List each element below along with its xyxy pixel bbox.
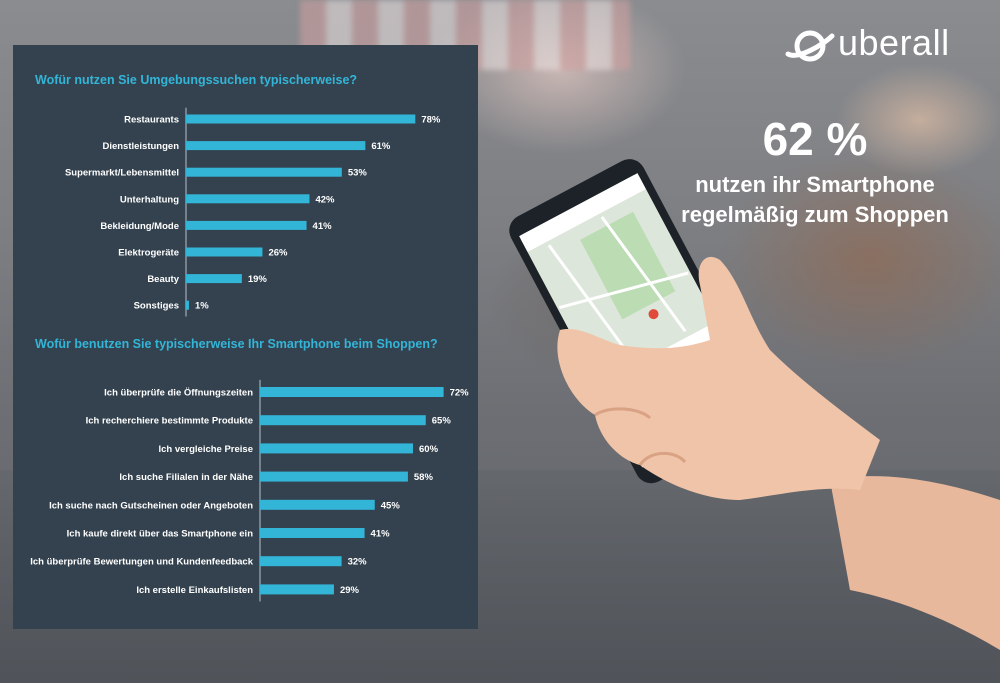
chart-1-value-label: 41% — [313, 221, 333, 232]
chart-1-category-label: Beauty — [147, 274, 179, 285]
chart-1-category-label: Dienstleistungen — [102, 141, 179, 152]
chart-1-bar — [186, 141, 366, 151]
chart-2-bar — [260, 499, 375, 510]
chart-1-bar — [186, 114, 416, 124]
chart-2-value-label: 29% — [340, 585, 360, 596]
chart-2-value-label: 45% — [381, 500, 401, 511]
chart-1-bar — [186, 194, 310, 204]
chart-1-value-label: 53% — [348, 168, 368, 179]
headline-stat: 62 % — [762, 113, 868, 165]
headline-line-2: regelmäßig zum Shoppen — [681, 202, 949, 227]
chart-2-category-label: Ich überprüfe Bewertungen und Kundenfeed… — [30, 557, 253, 568]
chart-2-value-label: 60% — [419, 444, 439, 455]
chart-1-value-label: 26% — [268, 248, 288, 259]
chart-1-category-label: Elektrogeräte — [118, 248, 179, 259]
chart-1-category-label: Sonstiges — [134, 301, 179, 312]
hand-holding-phone-illustration — [509, 159, 1000, 650]
chart-1-category-label: Restaurants — [124, 115, 179, 126]
chart-1-bar — [186, 300, 189, 310]
chart-2-value-label: 58% — [414, 472, 434, 483]
uberall-logo-icon — [785, 30, 835, 62]
chart-1-category-label: Bekleidung/Mode — [100, 221, 179, 232]
chart-1-category-label: Supermarkt/Lebensmittel — [65, 168, 179, 179]
chart-2-bar — [260, 556, 342, 567]
chart-1-value-label: 78% — [421, 115, 441, 126]
chart-2-category-label: Ich recherchiere bestimmte Produkte — [86, 416, 253, 427]
chart-2-bar — [260, 471, 408, 482]
chart-1-bar — [186, 220, 307, 230]
chart-2-bar — [260, 584, 334, 595]
chart-2-category-label: Ich suche nach Gutscheinen oder Angebote… — [49, 500, 253, 511]
chart-1-bar — [186, 274, 242, 284]
chart-2-category-label: Ich vergleiche Preise — [158, 444, 253, 455]
chart-2-title: Wofür benutzen Sie typischerweise Ihr Sm… — [35, 337, 438, 351]
chart-2-bar — [260, 415, 426, 426]
chart-2-category-label: Ich suche Filialen in der Nähe — [119, 472, 253, 483]
chart-2-smartphone-shopping: Ich überprüfe die Öffnungszeiten 72% Ich r… — [30, 379, 470, 602]
chart-2-value-label: 65% — [432, 416, 452, 427]
chart-1-value-label: 19% — [248, 274, 268, 285]
chart-2-value-label: 72% — [450, 388, 470, 399]
headline-text: nutzen ihr Smartphone regelmäßig zum Sho… — [650, 170, 980, 230]
chart-2-value-label: 41% — [371, 529, 391, 540]
chart-1-value-label: 1% — [195, 301, 209, 312]
chart-2-category-label: Ich erstelle Einkaufslisten — [136, 585, 253, 596]
survey-panel: Wofür nutzen Sie Umgebungssuchen typisch… — [13, 45, 478, 629]
chart-2-bar — [260, 387, 444, 397]
chart-2-bar — [260, 528, 365, 538]
chart-1-value-label: 42% — [315, 194, 335, 205]
chart-2-value-label: 32% — [348, 557, 368, 568]
chart-1-title: Wofür nutzen Sie Umgebungssuchen typisch… — [35, 73, 358, 87]
chart-1-bar — [186, 167, 342, 177]
headline-line-1: nutzen ihr Smartphone — [695, 172, 935, 197]
chart-1-value-label: 61% — [371, 141, 391, 152]
chart-1-bar — [186, 247, 263, 257]
chart-2-category-label: Ich überprüfe die Öffnungszeiten — [104, 388, 253, 399]
chart-1-category-label: Unterhaltung — [120, 194, 179, 205]
brand-name: uberall — [838, 22, 950, 63]
chart-1-neighborhood-search: Restaurants 78% Dienstleistungen 61% Superma… — [65, 107, 441, 317]
chart-2-category-label: Ich kaufe direkt über das Smartphone ein — [67, 529, 254, 540]
chart-2-bar — [260, 443, 413, 454]
